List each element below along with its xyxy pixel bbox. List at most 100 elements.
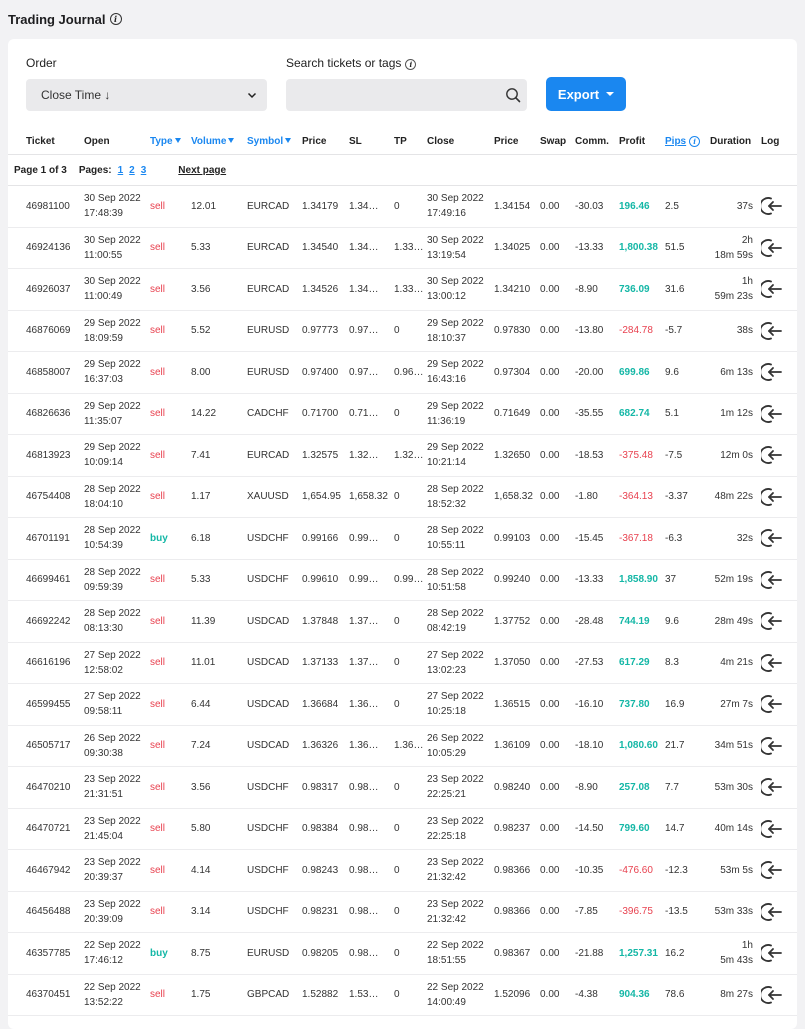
log-cell[interactable]: [759, 642, 797, 684]
log-cell[interactable]: [759, 268, 797, 311]
open-cell: 29 Sep 2022 10:09:14: [82, 434, 148, 477]
table-row[interactable]: 46701191 28 Sep 2022 10:54:39 buy 6.18 USDCHF…: [8, 517, 797, 560]
sort-arrow-icon: [228, 138, 235, 143]
log-cell[interactable]: [759, 766, 797, 809]
close-cell: 29 Sep 2022 11:36:19: [425, 393, 492, 435]
sl-cell: 1.36…: [347, 725, 392, 767]
price-cell: 1.37133: [300, 642, 347, 684]
close-price-cell: 1.36515: [492, 683, 538, 726]
table-row[interactable]: 46467942 23 Sep 2022 20:39:37 sell 4.14 USDCH…: [8, 849, 797, 892]
log-cell[interactable]: [759, 725, 797, 767]
profit-cell: -476.60: [617, 849, 663, 892]
log-cell[interactable]: [759, 683, 797, 726]
order-select[interactable]: Close Time ↓: [26, 79, 267, 111]
log-cell[interactable]: [759, 559, 797, 601]
log-cell[interactable]: [759, 974, 797, 1016]
page-link-2[interactable]: 2: [129, 164, 135, 176]
log-cell[interactable]: [759, 393, 797, 435]
info-icon[interactable]: i: [109, 13, 122, 25]
col-volume[interactable]: Volume: [189, 129, 245, 155]
log-cell[interactable]: [759, 434, 797, 477]
pips-info-icon[interactable]: i: [689, 136, 701, 147]
search-icon[interactable]: [505, 87, 521, 103]
table-row[interactable]: 46357785 22 Sep 2022 17:46:12 buy 8.75 EURUSD…: [8, 932, 797, 975]
close-date: 29 Sep 2022: [427, 442, 484, 454]
sl-cell: 0.98…: [347, 891, 392, 933]
profit-cell: 1,080.60: [617, 725, 663, 767]
symbol-cell: EURUSD: [245, 932, 300, 975]
col-symbol[interactable]: Symbol: [245, 129, 300, 155]
log-cell[interactable]: [759, 517, 797, 560]
log-cell[interactable]: [759, 849, 797, 892]
profit-cell: 196.46: [617, 185, 663, 228]
log-cell[interactable]: [759, 476, 797, 518]
col-profit: Profit: [617, 129, 663, 155]
close-date: 28 Sep 2022: [427, 525, 484, 537]
open-date: 23 Sep 2022: [84, 815, 141, 827]
close-cell: 23 Sep 2022 22:25:18: [425, 808, 492, 850]
col-pips-label: Pips: [665, 136, 687, 147]
search-info-icon[interactable]: i: [405, 59, 417, 70]
table-row[interactable]: 46813923 29 Sep 2022 10:09:14 sell 7.41 EURCA…: [8, 434, 797, 477]
sl-cell: 1,658.32: [347, 476, 392, 518]
next-page-link[interactable]: Next page: [178, 164, 227, 176]
symbol-cell: USDCHF: [245, 891, 300, 933]
log-cell[interactable]: [759, 351, 797, 394]
duration-cell: 38s: [708, 310, 759, 352]
log-cell[interactable]: [759, 310, 797, 352]
page-link-1[interactable]: 1: [117, 164, 124, 176]
table-row[interactable]: 46470721 23 Sep 2022 21:45:04 sell 5.80 USDCH…: [8, 808, 797, 850]
table-row[interactable]: 46692242 28 Sep 2022 08:13:30 sell 11.39 USDC…: [8, 600, 797, 643]
close-cell: 23 Sep 2022 22:25:21: [425, 766, 492, 809]
log-cell[interactable]: [759, 600, 797, 643]
log-cell[interactable]: [759, 808, 797, 850]
search-input[interactable]: [286, 79, 498, 111]
page-link-3[interactable]: 3: [140, 164, 147, 176]
tp-cell: 0.96…: [392, 351, 425, 394]
table-row[interactable]: 46505717 26 Sep 2022 09:30:38 sell 7.24 USDCA…: [8, 725, 797, 767]
table-row[interactable]: 46754408 28 Sep 2022 18:04:10 sell 1.17 XAUUS…: [8, 476, 797, 518]
comm-cell: -1.80: [573, 476, 617, 518]
table-row[interactable]: 46876069 29 Sep 2022 18:09:59 sell 5.52 EURUS…: [8, 310, 797, 352]
ticket-cell: 46456488: [8, 891, 82, 933]
open-cell: 28 Sep 2022 09:59:39: [82, 559, 148, 601]
export-button[interactable]: Export: [546, 77, 626, 111]
close-cell: 28 Sep 2022 18:52:32: [425, 476, 492, 518]
table-row[interactable]: 46599455 27 Sep 2022 09:58:11 sell 6.44 USDCA…: [8, 683, 797, 726]
comm-cell: -14.50: [573, 808, 617, 850]
col-pips[interactable]: Pips i: [663, 129, 708, 155]
sort-arrow-icon: [285, 138, 292, 143]
log-cell[interactable]: [759, 227, 797, 269]
log-cell[interactable]: [759, 185, 797, 228]
log-cell[interactable]: [759, 891, 797, 933]
type-cell: sell: [148, 185, 189, 228]
table-row[interactable]: 46826636 29 Sep 2022 11:35:07 sell 14.22 CADC…: [8, 393, 797, 435]
close-date: 28 Sep 2022: [427, 483, 484, 495]
open-time: 09:59:39: [84, 581, 123, 593]
swap-cell: 0.00: [538, 891, 573, 933]
table-row[interactable]: 46926037 30 Sep 2022 11:00:49 sell 3.56 EURCA…: [8, 268, 797, 311]
duration-line-2: 38s: [736, 325, 753, 337]
table-row[interactable]: 46981100 30 Sep 2022 17:48:39 sell 12.01 EURC…: [8, 185, 797, 228]
pips-cell: 2.5: [663, 185, 708, 228]
symbol-cell: EURCAD: [245, 185, 300, 228]
table-row[interactable]: 46858007 29 Sep 2022 16:37:03 sell 8.00 EURUS…: [8, 351, 797, 394]
table-row[interactable]: 46699461 28 Sep 2022 09:59:39 sell 5.33 USDCH…: [8, 559, 797, 601]
log-icon: [761, 238, 782, 257]
table-row[interactable]: 46470210 23 Sep 2022 21:31:51 sell 3.56 USDCH…: [8, 766, 797, 809]
table-row[interactable]: 46456488 23 Sep 2022 20:39:09 sell 3.14 USDCH…: [8, 891, 797, 933]
open-time: 17:48:39: [84, 208, 123, 220]
table-row[interactable]: 46924136 30 Sep 2022 11:00:55 sell 5.33 EURCA…: [8, 227, 797, 269]
close-cell: 29 Sep 2022 16:43:16: [425, 351, 492, 394]
search-box[interactable]: [286, 79, 527, 111]
col-symbol-label: Symbol: [247, 136, 284, 147]
journal-card: Order Close Time ↓ Search tickets or tag…: [8, 39, 797, 1029]
open-time: 09:58:11: [84, 706, 123, 718]
duration-line-2: 6m 13s: [720, 366, 753, 378]
table-row[interactable]: 46616196 27 Sep 2022 12:58:02 sell 11.01 USDC…: [8, 642, 797, 684]
close-cell: 30 Sep 2022 13:19:54: [425, 227, 492, 269]
table-row[interactable]: 46370451 22 Sep 2022 13:52:22 sell 1.75 GBPCA…: [8, 974, 797, 1016]
log-cell[interactable]: [759, 932, 797, 975]
close-time: 18:51:55: [427, 955, 466, 967]
col-type[interactable]: Type: [148, 129, 189, 155]
